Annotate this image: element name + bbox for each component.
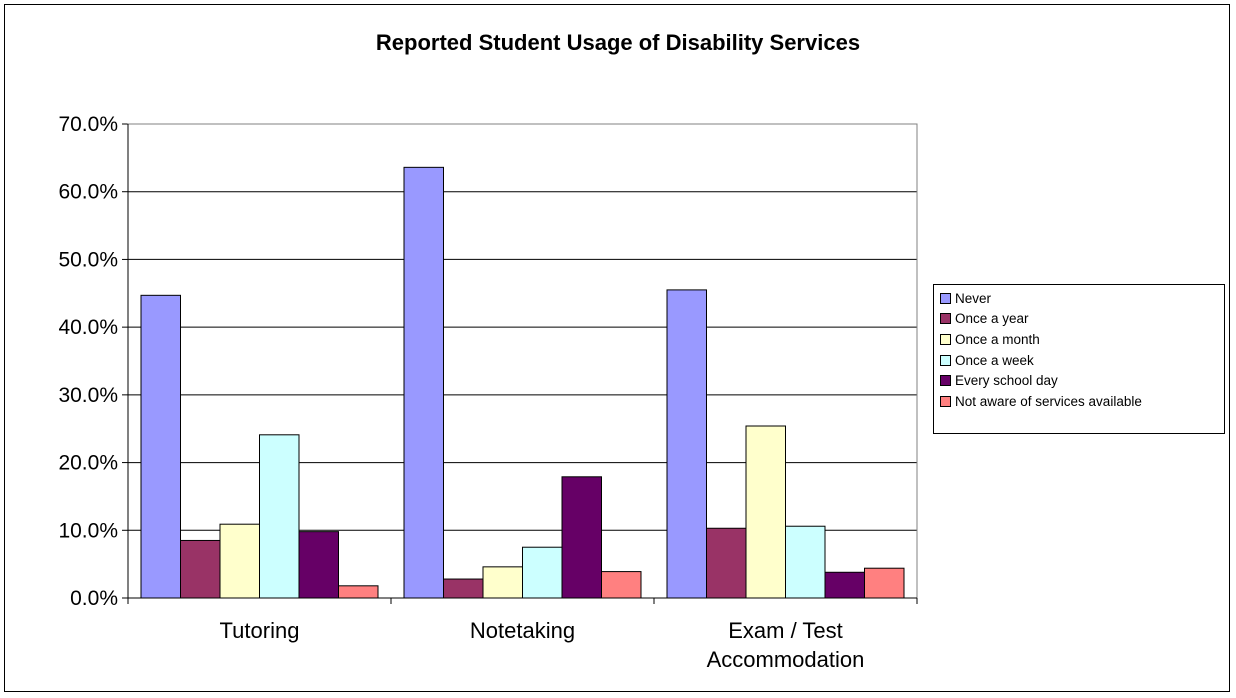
legend-label: Every school day: [955, 373, 1058, 389]
bar: [403, 166, 444, 599]
bar: [219, 523, 260, 599]
legend-label: Never: [955, 290, 992, 306]
legend-swatch: [940, 313, 951, 325]
y-tick-label: 50.0%: [58, 248, 118, 271]
legend-item: Not aware of services available: [934, 391, 1224, 412]
legend-item: Every school day: [934, 370, 1224, 391]
bar: [522, 546, 563, 599]
x-tick-label: Accommodation: [707, 647, 865, 672]
legend-swatch: [940, 375, 951, 387]
bar: [298, 531, 339, 599]
chart-title: Reported Student Usage of Disability Ser…: [375, 30, 861, 55]
legend-swatch: [940, 292, 951, 304]
bar: [745, 425, 786, 599]
bar: [824, 571, 865, 599]
y-tick-label: 40.0%: [58, 316, 118, 339]
y-tick-label: 60.0%: [58, 181, 118, 204]
y-tick-label: 20.0%: [58, 452, 118, 475]
bar: [180, 539, 221, 599]
y-tick-label: 30.0%: [58, 384, 118, 407]
legend-label: Once a year: [955, 311, 1029, 327]
bar: [785, 525, 826, 599]
bar: [666, 289, 707, 599]
legend-item: Never: [934, 288, 1224, 309]
legend-item: Once a week: [934, 350, 1224, 371]
x-tick-label: Notetaking: [470, 618, 575, 643]
legend-label: Once a week: [955, 352, 1034, 368]
chart-legend: Never Once a year Once a month Once a week E…: [933, 284, 1225, 434]
legend-item: Once a year: [934, 309, 1224, 330]
bar: [338, 585, 379, 599]
y-tick-label: 0.0%: [70, 587, 118, 610]
y-tick-label: 10.0%: [58, 519, 118, 542]
legend-swatch: [940, 333, 951, 345]
bar: [482, 566, 523, 599]
x-tick-label: Tutoring: [220, 618, 300, 643]
bar: [561, 476, 602, 599]
bar: [140, 294, 181, 599]
legend-item: Once a month: [934, 329, 1224, 350]
legend-label: Once a month: [955, 331, 1040, 347]
bar: [864, 567, 905, 599]
bar: [443, 578, 484, 599]
legend-swatch: [940, 395, 951, 407]
x-tick-label: Exam / Test: [728, 618, 843, 643]
legend-swatch: [940, 354, 951, 366]
y-tick-label: 70.0%: [58, 113, 118, 136]
bar: [259, 434, 300, 599]
bar: [706, 527, 747, 599]
legend-label: Not aware of services available: [955, 393, 1142, 409]
bar: [601, 571, 642, 599]
